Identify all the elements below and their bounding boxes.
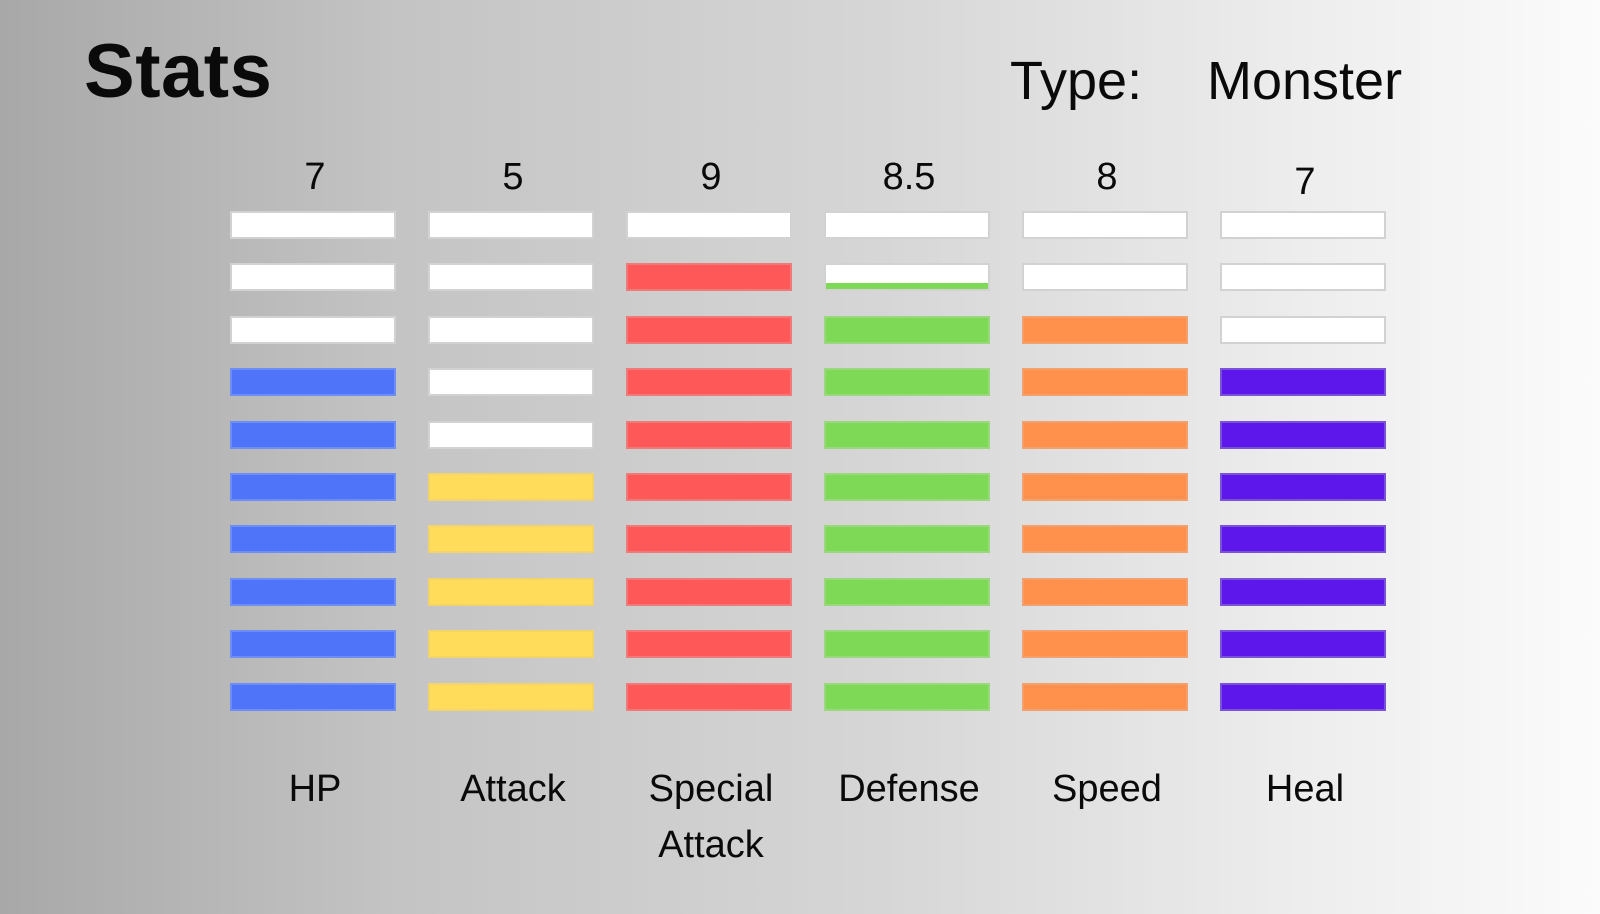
stat-bar-segment — [626, 211, 792, 239]
stat-label: HP — [288, 768, 342, 810]
stat-bar-segment — [428, 368, 594, 397]
stat-bar-segment — [230, 473, 396, 501]
stat-bar-segment — [1220, 525, 1386, 554]
stat-bar-segment — [230, 630, 396, 659]
stat-bar-segment — [230, 577, 396, 606]
stat-column-defense: 8.5 Defense — [824, 0, 994, 914]
stat-bar-segment — [626, 263, 792, 292]
stat-label: Attack — [460, 768, 566, 810]
stat-bar-segment — [1220, 577, 1386, 606]
stat-bar-segment — [626, 630, 792, 659]
stat-bar-segment — [626, 682, 792, 711]
page-title: Stats — [84, 29, 273, 114]
stat-bar-segment — [230, 525, 396, 554]
stat-bar-partial-fill — [826, 283, 988, 290]
stat-bar-segment — [824, 211, 990, 239]
stat-value: 9 — [700, 156, 722, 198]
stat-bar-segment — [230, 315, 396, 344]
stat-value: 7 — [1294, 161, 1316, 203]
stat-bar-segment — [1220, 630, 1386, 659]
stat-label: Heal — [1265, 768, 1345, 810]
stat-bar-segment — [428, 525, 594, 554]
stat-bar-segment — [824, 577, 990, 606]
stat-bar-segment — [1220, 368, 1386, 397]
stat-bar-segment — [428, 315, 594, 344]
stat-value: 8.5 — [882, 156, 936, 198]
stat-bar-segment — [1022, 473, 1188, 501]
stat-bar-segment — [626, 420, 792, 449]
type-label: Type: — [1010, 51, 1143, 111]
stat-bar-segment — [1022, 525, 1188, 554]
stat-column-hp: 7 HP — [230, 0, 400, 914]
stat-bar-segment — [626, 368, 792, 397]
stat-bar-segment — [230, 368, 396, 397]
stat-bar-segment — [428, 473, 594, 501]
stat-column-heal: 7 Heal — [1220, 0, 1390, 914]
stat-value: 5 — [502, 156, 524, 198]
stat-bar-segment — [230, 211, 396, 239]
stat-bar-segment — [824, 315, 990, 344]
stat-bar-segment — [428, 630, 594, 659]
stat-bar-segment — [428, 211, 594, 239]
stat-bar-segment — [824, 525, 990, 554]
stat-bar-segment — [1220, 263, 1386, 292]
stat-bar-segment — [1022, 211, 1188, 239]
stat-label: Special Attack — [648, 768, 774, 866]
stat-bar-segment — [626, 473, 792, 501]
stat-bar-segment — [428, 577, 594, 606]
stat-label: Speed — [1052, 768, 1162, 810]
stat-bar-segment — [1220, 420, 1386, 449]
stat-bar-segment — [824, 630, 990, 659]
stat-label: Defense — [838, 768, 980, 810]
stat-bar-segment — [230, 682, 396, 711]
stat-bar-segment — [626, 577, 792, 606]
stat-bar-segment — [824, 368, 990, 397]
stat-bar-segment — [824, 420, 990, 449]
stat-bar-segment — [626, 525, 792, 554]
stat-bar-segment — [1022, 263, 1188, 292]
stat-bar-segment — [824, 263, 990, 292]
stat-bar-segment — [1220, 682, 1386, 711]
stat-bar-segment — [824, 473, 990, 501]
stat-column-special-attack: 9 Special Attack — [626, 0, 796, 914]
stat-column-speed: 8 Speed — [1022, 0, 1192, 914]
stat-bar-segment — [626, 315, 792, 344]
stat-bar-segment — [1022, 682, 1188, 711]
stat-value: 7 — [304, 156, 326, 198]
stat-bar-segment — [428, 420, 594, 449]
stat-bar-segment — [824, 682, 990, 711]
stat-bar-segment — [1220, 211, 1386, 239]
stat-bar-segment — [1220, 473, 1386, 501]
stat-bar-segment — [1022, 630, 1188, 659]
stat-column-attack: 5 Attack — [428, 0, 598, 914]
stat-bar-segment — [1022, 315, 1188, 344]
stat-bar-segment — [1022, 368, 1188, 397]
stat-bar-segment — [428, 263, 594, 292]
stat-value: 8 — [1096, 156, 1118, 198]
stat-bar-segment — [428, 682, 594, 711]
stat-bar-segment — [1022, 420, 1188, 449]
stat-bar-segment — [230, 263, 396, 292]
stat-bar-segment — [1220, 315, 1386, 344]
stat-bar-segment — [230, 420, 396, 449]
stat-bar-segment — [1022, 577, 1188, 606]
type-value: Monster — [1207, 51, 1403, 111]
